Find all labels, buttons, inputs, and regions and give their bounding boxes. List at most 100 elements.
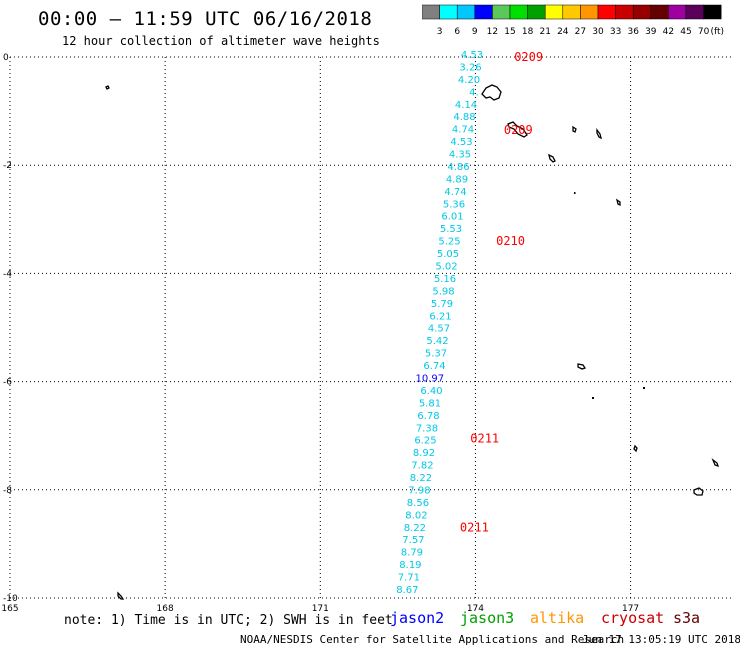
scale-label: 3 [437,27,443,37]
map-grid [9,56,734,599]
satellite-legend-cryosat: cryosat [601,609,665,627]
wave-height-value: 7.82 [411,461,433,472]
lat-tick-label: -2 [3,161,12,171]
wave-height-value: 5.81 [419,398,441,409]
page-title: 00:00 – 11:59 UTC 06/16/2018 [38,8,373,30]
wave-height-value: 6.74 [423,361,445,372]
pass-time-label: 0211 [470,431,499,445]
pass-time-label: 0209 [504,123,533,137]
scale-swatch [703,4,722,20]
island-outline [105,85,110,90]
island-outline [596,128,602,140]
lat-tick-label: -10 [3,594,18,604]
wave-height-value: 4.20 [458,75,480,86]
wave-height-value: 8.02 [405,510,427,521]
islands [105,84,720,600]
wave-height-value: 6.21 [429,311,451,322]
footnote: note: 1) Time is in UTC; 2) SWH is in fe… [64,613,393,628]
wave-height-value: 7.98 [408,485,430,496]
wave-height-value: 7.71 [398,573,420,584]
wave-height-value: 4.35 [449,150,471,161]
wave-height-value: 4.74 [452,125,474,136]
scale-label: 18 [522,27,534,37]
island-dot [592,397,594,399]
time-labels: 0209 0209 0210 0211 0211 [460,50,543,535]
wave-height-value: 5.02 [435,262,457,273]
wave-height-value: 7.57 [402,535,424,546]
lat-tick-label: 0 [3,53,9,63]
wave-height-value: 5.36 [443,199,465,210]
scale-label: 30 [592,27,604,37]
island-outline [507,121,528,138]
credit-text: NOAA/NESDIS Center for Satellite Applica… [240,633,625,646]
pass-time-label: 0210 [496,234,525,248]
wave-height-value: 4.86 [447,162,469,173]
scale-label: 39 [645,27,657,37]
scale-label: 12 [487,27,498,37]
scale-label: 21 [539,27,550,37]
island-outline [615,198,621,207]
scale-label: 9 [472,27,478,37]
lon-tick-label: 174 [467,604,484,614]
scale-label: 33 [610,27,621,37]
wave-height-value: 6.78 [417,411,439,422]
island-outline [117,591,125,600]
wave-height-value: 8.22 [410,473,432,484]
wave-height-value: 4.57 [428,324,450,335]
scale-label: 36 [627,27,639,37]
lon-tick-label: 171 [312,604,329,614]
page-subtitle: 12 hour collection of altimeter wave hei… [62,34,380,48]
satellite-legend-s3a: s3a [673,609,701,627]
satellite-legend-jason2: jason2 [390,609,445,627]
scale-label: 24 [557,27,569,37]
wave-height-value: 5.53 [440,224,462,235]
scale-label: 42 [663,27,674,37]
wave-height-value: 5.98 [432,286,454,297]
wave-height-value: 6.25 [414,436,436,447]
island-dot [643,387,645,389]
wave-height-value: 3.26 [459,62,481,73]
scale-label: 15 [504,27,515,37]
wave-height-value: 10.97 [415,373,444,384]
island-outline [633,444,638,453]
island-outline [548,153,556,163]
lat-tick-label: -4 [3,269,12,279]
wave-height-value: 5.16 [434,274,456,285]
lat-tick-label: -8 [3,486,12,496]
wave-height-value: 6.01 [441,212,463,223]
scale-unit: (ft) [710,27,724,37]
color-scale-legend: 3 6 9 12 15 18 21 24 27 30 33 36 39 42 45 70 (ft) [422,4,724,37]
island-outline [572,125,577,133]
altimeter-track: 4.533.264.204.4.144.884.744.534.354.864.… [396,50,483,596]
scale-label: 27 [575,27,586,37]
scale-label: 45 [680,27,691,37]
island-outline [693,487,704,496]
wave-height-value: 8.56 [407,498,429,509]
wave-height-value: 6.40 [420,386,442,397]
island-outline [577,363,587,370]
lon-tick-label: 177 [622,604,639,614]
wave-height-value: 8.92 [413,448,435,459]
wave-height-value: 5.42 [426,336,448,347]
wave-height-value: 4. [469,87,479,98]
wave-height-value: 5.05 [437,249,459,260]
satellite-legend-jason3: jason3 [460,609,515,627]
island-outline [711,458,720,468]
lon-tick-label: 165 [1,604,18,614]
scale-label: 70 [698,27,710,37]
lat-tick-label: -6 [3,378,12,388]
pass-time-label: 0209 [514,50,543,64]
wave-height-value: 5.79 [431,299,453,310]
wave-height-value: 8.22 [404,523,426,534]
wave-height-value: 4.89 [446,174,468,185]
wave-height-value: 8.79 [401,548,423,559]
wave-height-value: 5.25 [438,237,460,248]
wave-height-value: 4.53 [461,50,483,61]
lon-tick-label: 168 [157,604,174,614]
wave-height-value: 8.19 [399,560,421,571]
island-dot [574,192,576,194]
wave-height-value: 8.67 [396,585,418,596]
wave-height-value: 4.88 [453,112,475,123]
